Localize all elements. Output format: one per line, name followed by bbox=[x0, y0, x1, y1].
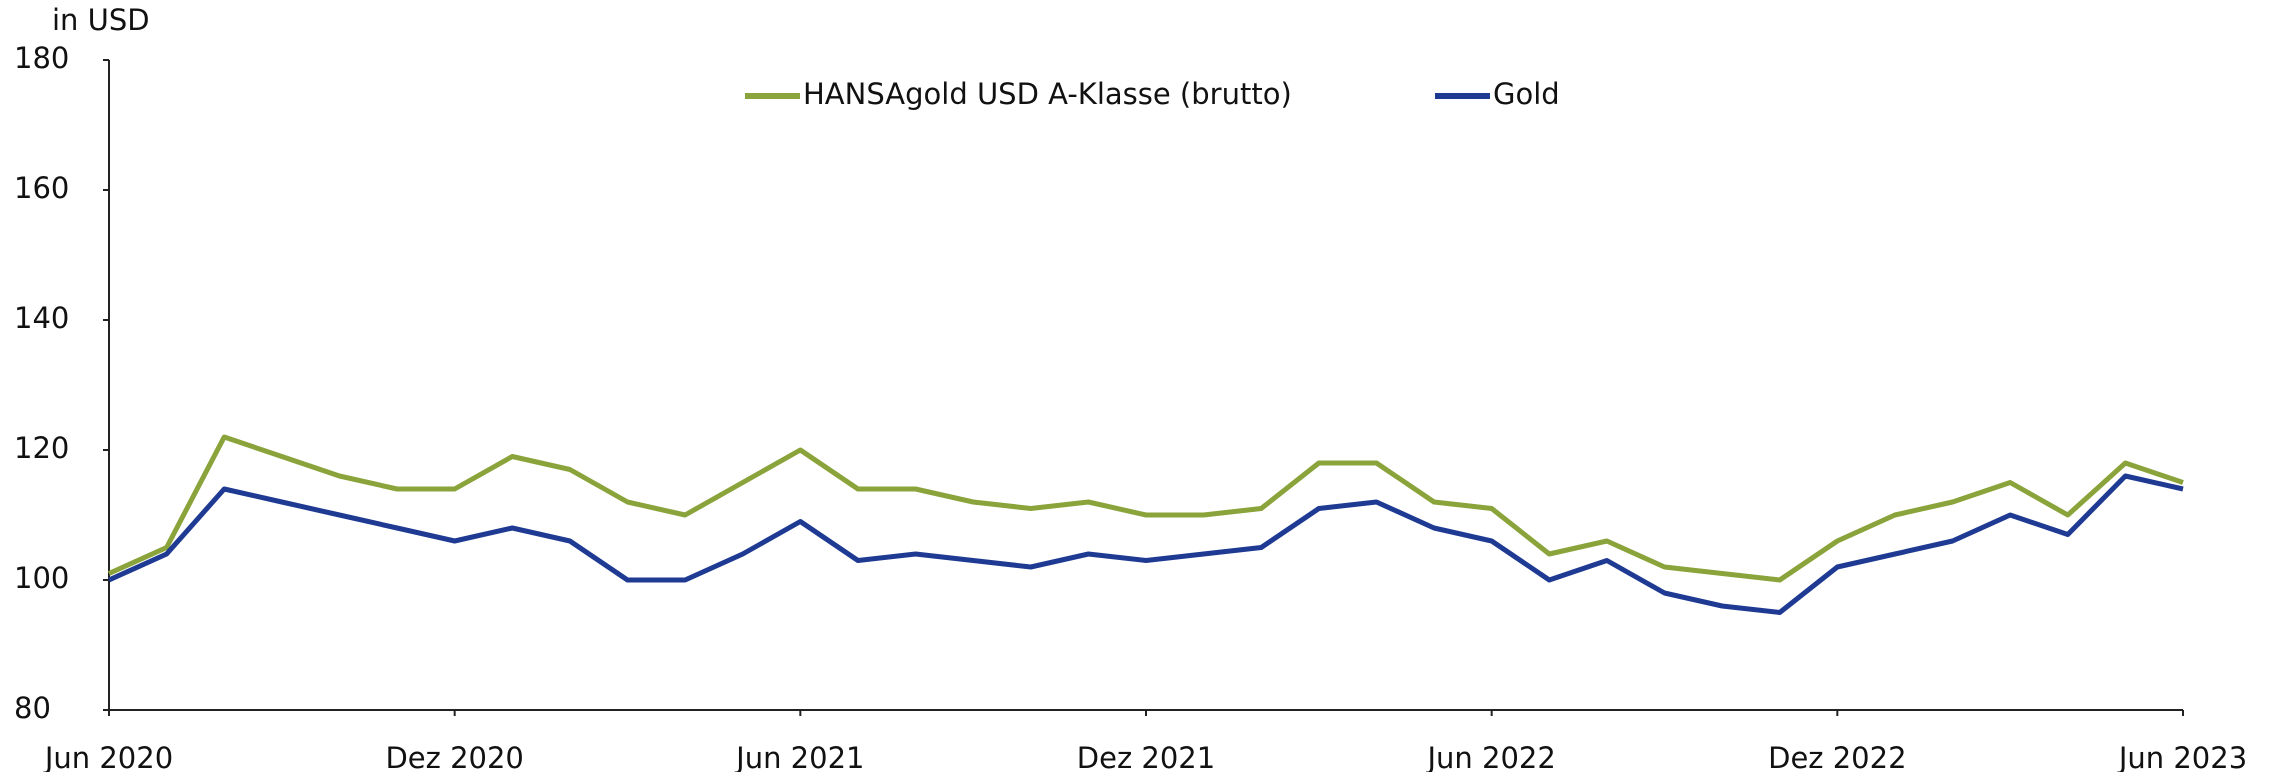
y-tick-label: 140 bbox=[14, 301, 69, 335]
y-tick-label: 180 bbox=[14, 41, 69, 75]
legend-label: HANSAgold USD A-Klasse (brutto) bbox=[803, 77, 1292, 111]
series-line bbox=[107, 473, 2184, 615]
x-tick-label: Jun 2021 bbox=[734, 741, 864, 772]
x-tick-label: Jun 2022 bbox=[1425, 741, 1555, 772]
x-tick-label: Jun 2023 bbox=[2117, 741, 2247, 772]
legend-label: Gold bbox=[1493, 77, 1560, 111]
series-line bbox=[107, 434, 2184, 583]
x-tick-label: Dez 2020 bbox=[385, 741, 523, 772]
x-tick-label: Jun 2020 bbox=[43, 741, 173, 772]
y-tick-label: 160 bbox=[14, 171, 69, 205]
y-axis-label: in USD bbox=[52, 3, 150, 37]
y-tick-label: 80 bbox=[14, 691, 51, 725]
x-tick-label: Dez 2022 bbox=[1768, 741, 1906, 772]
y-tick-label: 100 bbox=[14, 561, 69, 595]
y-tick-label: 120 bbox=[14, 431, 69, 465]
x-tick-label: Dez 2021 bbox=[1077, 741, 1215, 772]
